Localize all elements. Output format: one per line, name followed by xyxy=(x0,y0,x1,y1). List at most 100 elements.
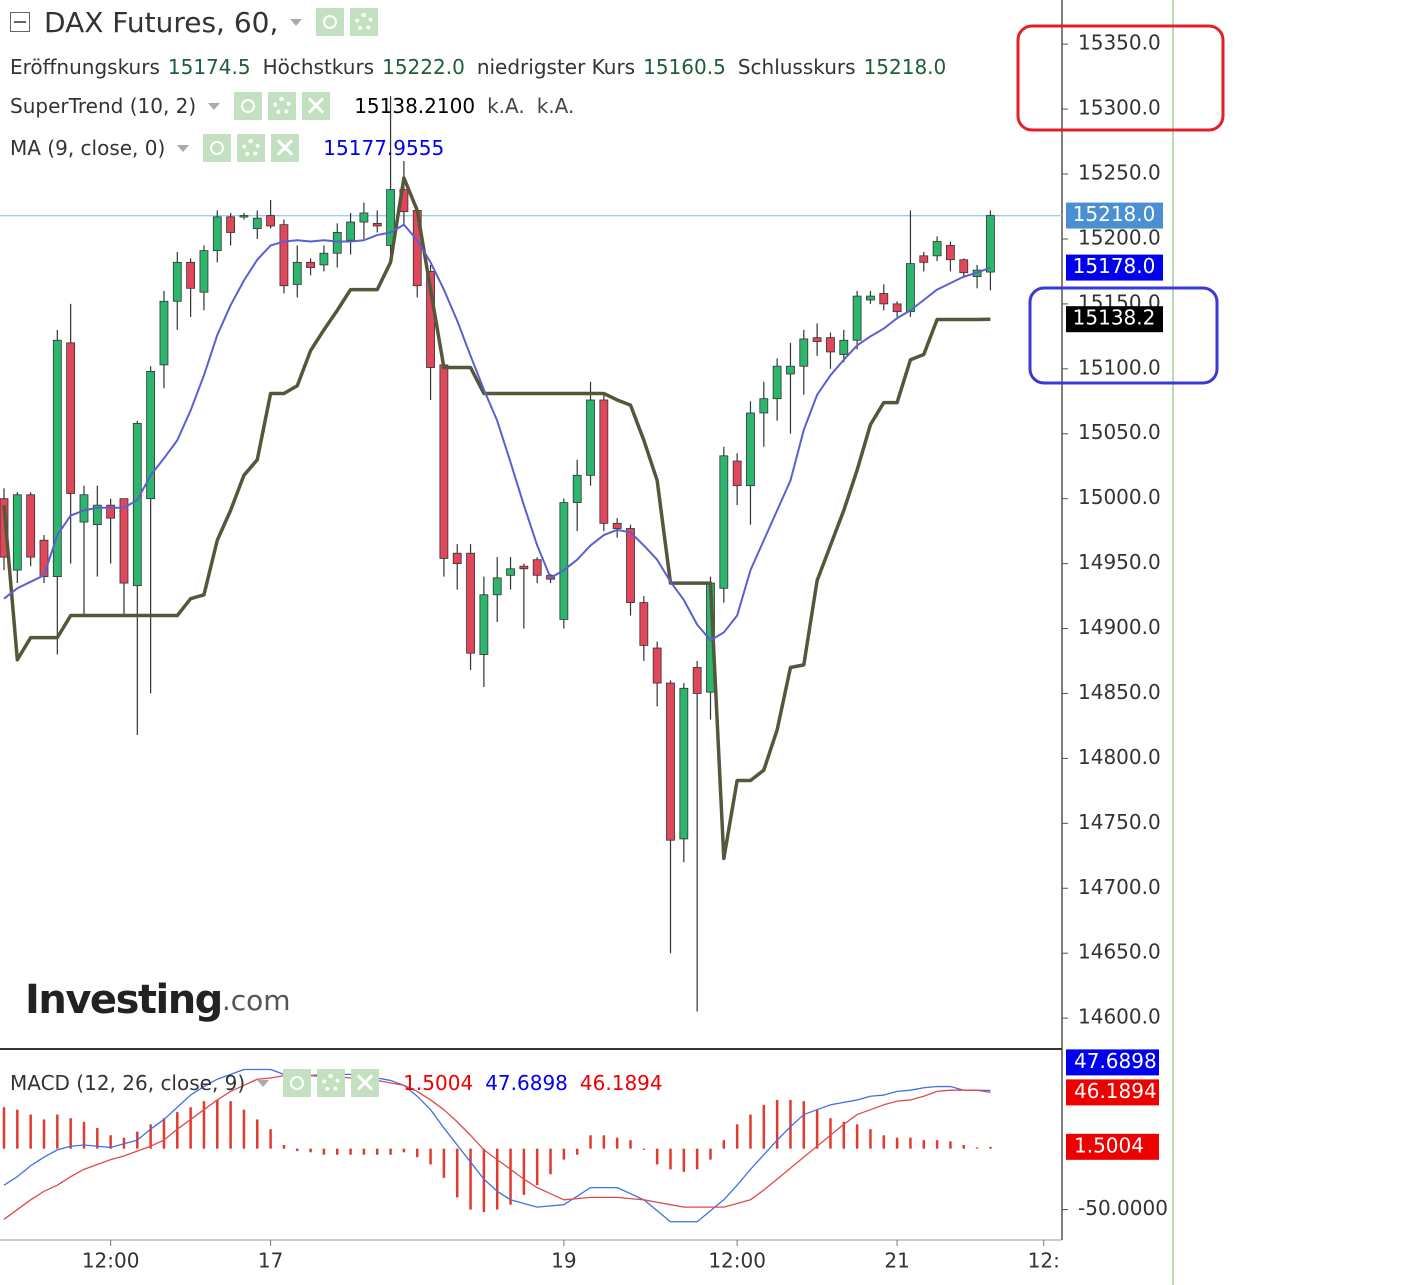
histogram-bar xyxy=(242,1109,246,1149)
histogram-bar xyxy=(16,1109,19,1149)
candle-body xyxy=(26,494,36,558)
indicator-value: 15177.9555 xyxy=(323,136,445,160)
indicator-name: MA (9, close, 0) xyxy=(10,136,166,160)
y-tick-label: 15050.0 xyxy=(1078,420,1161,444)
candle-body xyxy=(572,474,582,503)
candle-body xyxy=(826,337,835,353)
dropdown-caret[interactable] xyxy=(290,18,303,26)
visibility-button[interactable] xyxy=(234,92,263,120)
indicator-line xyxy=(3,1068,991,1223)
candle-body xyxy=(239,215,249,218)
histogram-bar xyxy=(56,1114,59,1149)
visibility-button[interactable] xyxy=(283,1069,312,1097)
histogram-bar xyxy=(442,1148,446,1178)
legend-label: Schlusskurs xyxy=(737,55,856,79)
candle-body xyxy=(532,559,542,576)
x-tick-label: 19 xyxy=(551,1249,576,1273)
indicator-badge xyxy=(1066,1133,1159,1160)
candle-body xyxy=(199,250,209,293)
legend-label: Eröffnungskurs xyxy=(10,55,160,79)
remove-button[interactable] xyxy=(351,1069,380,1097)
dropdown-caret[interactable] xyxy=(208,102,221,110)
chart-header: DAX Futures, 60, xyxy=(10,2,384,42)
dropdown-caret[interactable] xyxy=(257,1079,270,1087)
candle-body xyxy=(932,241,942,257)
histogram-bar xyxy=(975,1147,979,1149)
candle-body xyxy=(692,667,702,694)
legend-value: 15218.0 xyxy=(863,55,947,79)
candle-body xyxy=(146,371,156,500)
histogram-bar xyxy=(615,1137,619,1149)
histogram-bar xyxy=(695,1148,699,1170)
candle-body xyxy=(172,261,182,302)
price-badge-label: 15138.2 xyxy=(1073,306,1156,330)
y-tick-label: -50.0000 xyxy=(1078,1196,1168,1220)
indicator-legend: SuperTrend (10, 2) 15138.2100 k.A. k.A. xyxy=(10,92,586,120)
settings-button[interactable] xyxy=(350,8,379,36)
indicator-badge-label: 46.1894 xyxy=(1074,1079,1157,1103)
histogram-bar xyxy=(682,1148,686,1172)
histogram-bar xyxy=(162,1118,166,1149)
histogram-bar xyxy=(882,1135,886,1149)
histogram-bar xyxy=(269,1129,272,1149)
remove-button[interactable] xyxy=(302,92,331,120)
histogram-bar xyxy=(989,1146,992,1149)
candle-body xyxy=(12,494,22,571)
candle-body xyxy=(919,255,929,263)
indicator-value: k.A. xyxy=(487,94,525,118)
y-tick-label: 15100.0 xyxy=(1078,355,1161,379)
y-tick-label: 15000.0 xyxy=(1078,485,1161,509)
candle-body xyxy=(812,337,822,342)
candle-body xyxy=(852,295,862,341)
histogram-bar xyxy=(789,1099,792,1149)
x-tick-label: 12:00 xyxy=(82,1249,140,1273)
chart-title: DAX Futures, 60, xyxy=(44,5,279,39)
histogram-bar xyxy=(69,1118,72,1149)
candle-body xyxy=(106,504,116,519)
histogram-bar xyxy=(336,1148,339,1155)
candle-body xyxy=(386,189,395,246)
candle-body xyxy=(892,303,902,313)
legend-value: 15174.5 xyxy=(167,55,251,79)
histogram-bar xyxy=(522,1148,526,1195)
indicator-legend: MA (9, close, 0) 15177.9555 xyxy=(10,134,456,162)
indicator-value: 47.6898 xyxy=(485,1071,568,1095)
remove-button[interactable] xyxy=(271,134,300,162)
visibility-button[interactable] xyxy=(203,134,232,162)
histogram-bar xyxy=(415,1148,419,1158)
candle-body xyxy=(586,399,595,476)
legend-value: 15222.0 xyxy=(382,55,465,79)
price-badge-label: 15178.0 xyxy=(1073,254,1156,278)
settings-button[interactable] xyxy=(268,92,297,120)
visibility-button[interactable] xyxy=(316,8,345,36)
histogram-bar xyxy=(229,1101,232,1149)
histogram-bar xyxy=(749,1114,752,1149)
histogram-bar xyxy=(509,1148,512,1205)
candle-body xyxy=(266,215,276,227)
histogram-bar xyxy=(389,1148,392,1155)
x-tick-label: 21 xyxy=(884,1249,909,1273)
histogram-bar xyxy=(655,1148,659,1165)
histogram-bar xyxy=(909,1137,912,1149)
histogram-bar xyxy=(349,1148,352,1155)
histogram-bar xyxy=(96,1127,99,1149)
candle-body xyxy=(159,300,169,366)
candle-body xyxy=(639,602,649,646)
histogram-bar xyxy=(149,1124,152,1149)
histogram-bar xyxy=(309,1148,312,1153)
histogram-bar xyxy=(176,1112,179,1149)
y-tick-label: 14900.0 xyxy=(1078,615,1161,639)
legend-label: Höchstkurs xyxy=(262,55,375,79)
candle-body xyxy=(599,399,609,524)
histogram-bar xyxy=(642,1148,646,1150)
histogram-bar xyxy=(869,1129,872,1149)
settings-button[interactable] xyxy=(237,134,266,162)
watermark-brand: Investing xyxy=(25,977,222,1023)
candle-body xyxy=(906,263,915,313)
candle-body xyxy=(292,261,302,285)
dropdown-caret[interactable] xyxy=(177,144,190,152)
settings-button[interactable] xyxy=(317,1069,346,1097)
collapse-button[interactable] xyxy=(10,12,30,32)
candle-body xyxy=(132,422,142,587)
